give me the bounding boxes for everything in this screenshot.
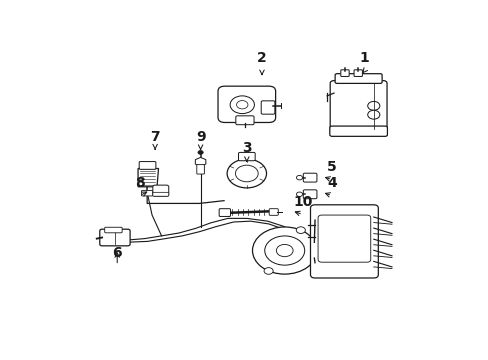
FancyBboxPatch shape xyxy=(219,209,230,216)
FancyBboxPatch shape xyxy=(218,86,275,122)
FancyBboxPatch shape xyxy=(139,162,156,169)
FancyBboxPatch shape xyxy=(310,205,378,278)
Text: 7: 7 xyxy=(150,130,160,144)
Circle shape xyxy=(236,100,247,109)
Text: 5: 5 xyxy=(326,160,336,174)
Text: 1: 1 xyxy=(359,51,368,66)
FancyBboxPatch shape xyxy=(329,126,386,136)
Circle shape xyxy=(367,110,379,119)
FancyBboxPatch shape xyxy=(268,209,278,215)
FancyBboxPatch shape xyxy=(317,215,370,262)
FancyBboxPatch shape xyxy=(235,116,253,125)
Circle shape xyxy=(198,150,203,154)
Text: 6: 6 xyxy=(112,246,122,260)
Text: 8: 8 xyxy=(135,176,144,190)
Text: 10: 10 xyxy=(293,195,312,209)
FancyBboxPatch shape xyxy=(303,190,316,199)
Circle shape xyxy=(296,227,305,234)
FancyBboxPatch shape xyxy=(153,192,168,196)
Circle shape xyxy=(264,236,304,265)
Text: 9: 9 xyxy=(195,130,205,144)
FancyBboxPatch shape xyxy=(329,81,386,133)
Circle shape xyxy=(276,244,292,257)
Polygon shape xyxy=(138,168,158,187)
FancyBboxPatch shape xyxy=(104,227,122,233)
FancyBboxPatch shape xyxy=(261,101,274,114)
Circle shape xyxy=(235,165,258,182)
Text: 4: 4 xyxy=(326,176,336,190)
Circle shape xyxy=(367,102,379,110)
FancyBboxPatch shape xyxy=(340,70,348,76)
Text: 2: 2 xyxy=(257,51,266,66)
Circle shape xyxy=(230,96,254,114)
FancyBboxPatch shape xyxy=(141,190,153,196)
FancyBboxPatch shape xyxy=(153,185,168,196)
FancyBboxPatch shape xyxy=(353,70,362,76)
Circle shape xyxy=(264,267,273,274)
Circle shape xyxy=(296,175,302,180)
Polygon shape xyxy=(195,157,205,166)
Circle shape xyxy=(252,227,316,274)
Circle shape xyxy=(296,192,302,197)
FancyBboxPatch shape xyxy=(238,152,255,161)
FancyBboxPatch shape xyxy=(303,173,316,182)
FancyBboxPatch shape xyxy=(334,74,381,84)
FancyBboxPatch shape xyxy=(100,229,130,246)
FancyBboxPatch shape xyxy=(196,165,204,174)
Text: 3: 3 xyxy=(242,141,251,155)
Circle shape xyxy=(226,159,266,188)
